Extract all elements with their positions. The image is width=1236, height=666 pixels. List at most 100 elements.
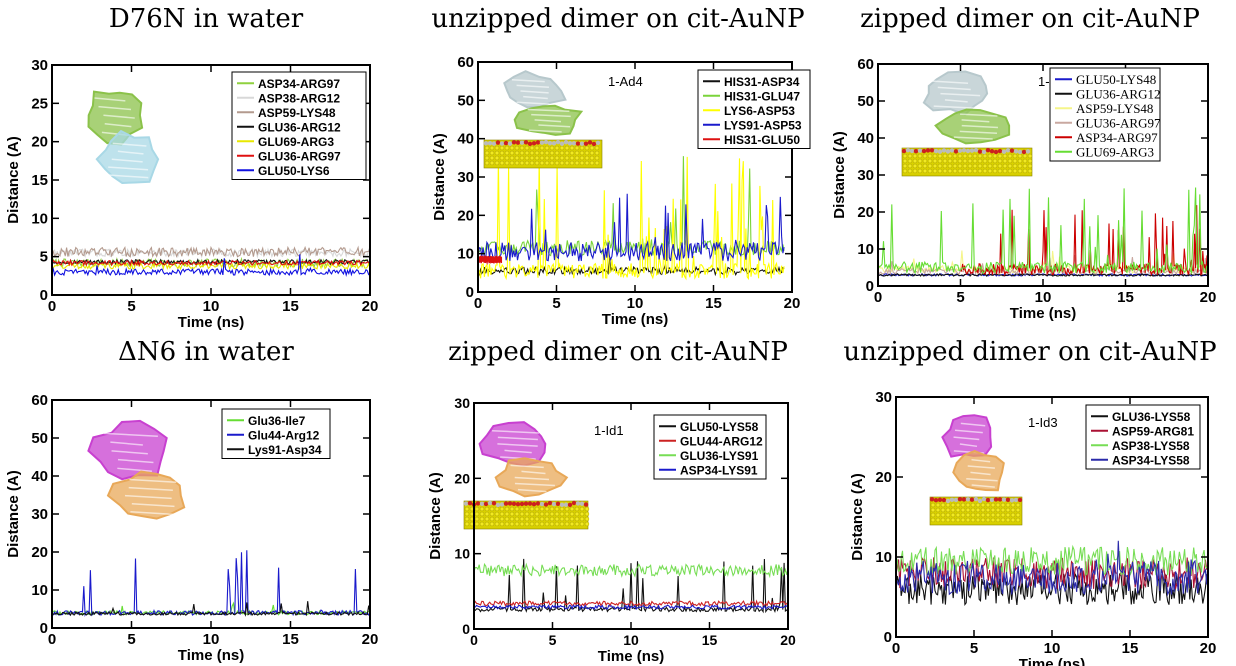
legend-entry: HIS31-GLU50 bbox=[724, 133, 800, 147]
y-tick-label: 30 bbox=[31, 57, 48, 74]
y-tick-label: 10 bbox=[875, 549, 892, 566]
chart-title: zipped dimer on cit-AuNP bbox=[860, 4, 1200, 34]
legend-entry: GLU44-ARG12 bbox=[680, 434, 763, 448]
x-axis-label: Time (ns) bbox=[1010, 305, 1076, 322]
series-line-5 bbox=[960, 205, 1208, 277]
y-tick-label: 10 bbox=[857, 241, 874, 258]
y-tick-label: 0 bbox=[462, 621, 470, 637]
series-group bbox=[878, 187, 1208, 277]
legend-entry: ASP38-ARG12 bbox=[258, 91, 340, 105]
series-line-4 bbox=[474, 603, 788, 611]
x-tick-label: 5 bbox=[127, 631, 135, 648]
y-tick-label: 0 bbox=[466, 284, 474, 301]
y-tick-label: 30 bbox=[457, 169, 474, 186]
y-axis-label: Distance (A) bbox=[5, 470, 22, 558]
x-tick-label: 20 bbox=[784, 295, 801, 312]
protein-structure-inset bbox=[929, 414, 1023, 526]
x-axis-label: Time (ns) bbox=[178, 314, 244, 331]
x-tick-label: 15 bbox=[282, 298, 299, 315]
y-axis-label: Distance (A) bbox=[849, 473, 866, 561]
y-tick-label: 30 bbox=[857, 167, 874, 184]
legend-entry: HIS31-ASP34 bbox=[724, 75, 800, 89]
x-axis-label: Time (ns) bbox=[178, 647, 244, 664]
y-tick-label: 40 bbox=[457, 131, 474, 148]
protein-structure-inset bbox=[87, 90, 160, 185]
chart-svg: 1-Id3 0 5 10 15 20 0 10 20 30 Time (ns) Distance (A… bbox=[849, 389, 1217, 666]
protein-structure-inset bbox=[483, 70, 603, 169]
chart-svg: 1-Ad4 0 5 10 15 20 0 10 20 30 40 50 60 Time (ns) Dista… bbox=[431, 54, 811, 328]
legend-entry: Glu44-Arg12 bbox=[248, 428, 320, 442]
legend-entry: HIS31-GLU47 bbox=[724, 89, 800, 103]
legend: GLU36-LYS58ASP59-ARG81ASP38-LYS58ASP34-L… bbox=[1085, 404, 1201, 470]
legend-entry: ASP59-LYS48 bbox=[258, 106, 336, 120]
legend: HIS31-ASP34HIS31-GLU47LYS6-ASP53LYS91-AS… bbox=[697, 69, 811, 149]
y-tick-label: 10 bbox=[31, 210, 48, 227]
y-axis-label: Distance (A) bbox=[5, 136, 22, 224]
x-tick-label: 15 bbox=[1122, 640, 1139, 657]
x-tick-label: 0 bbox=[874, 289, 882, 306]
legend-entry: LYS91-ASP53 bbox=[724, 118, 802, 132]
legend-entry: LYS6-ASP53 bbox=[724, 104, 795, 118]
series-line-3 bbox=[52, 245, 370, 259]
x-tick-label: 15 bbox=[1117, 289, 1134, 306]
inset-label: 1-Id3 bbox=[1028, 415, 1058, 430]
y-tick-label: 40 bbox=[857, 130, 874, 147]
legend-entry: GLU50-LYS58 bbox=[680, 420, 759, 434]
legend-entry: GLU36-ARG97 bbox=[258, 149, 341, 163]
x-tick-label: 0 bbox=[892, 640, 900, 657]
x-tick-label: 10 bbox=[1044, 640, 1061, 657]
legend-entry: GLU69-ARG3 bbox=[258, 135, 334, 149]
legend-entry: ASP59-ARG81 bbox=[1112, 424, 1194, 438]
series-line-4 bbox=[478, 193, 785, 263]
series-group bbox=[52, 245, 370, 277]
y-tick-label: 0 bbox=[40, 287, 48, 304]
x-tick-label: 0 bbox=[48, 298, 56, 315]
legend-entry: GLU36-LYS58 bbox=[1112, 410, 1191, 424]
y-axis-label: Distance (A) bbox=[427, 472, 444, 560]
series-line-3 bbox=[52, 601, 370, 617]
y-tick-label: 10 bbox=[457, 246, 474, 263]
series-group bbox=[474, 558, 788, 614]
x-tick-label: 20 bbox=[780, 632, 796, 648]
series-line-1 bbox=[896, 572, 1208, 607]
chart-panel-3: zipped dimer on cit-AuNP 1-Ad10510152001… bbox=[824, 0, 1236, 333]
chart-title: zipped dimer on cit-AuNP bbox=[448, 337, 788, 367]
legend-entry: ASP38-LYS58 bbox=[1112, 439, 1190, 453]
y-tick-label: 5 bbox=[40, 249, 48, 266]
protein-structure-inset bbox=[87, 419, 186, 520]
chart-panel-5: zipped dimer on cit-AuNP 1-Id1 0 5 10 15 20 0 1… bbox=[412, 333, 824, 666]
y-tick-label: 20 bbox=[457, 207, 474, 224]
inset-label: 1-Id1 bbox=[594, 423, 624, 438]
y-tick-label: 60 bbox=[31, 392, 48, 409]
chart-svg: 0 5 10 15 20 0 5 10 15 20 25 30 Time (ns) Distance (A… bbox=[5, 57, 379, 331]
y-tick-label: 25 bbox=[31, 95, 48, 112]
series-line-2 bbox=[52, 550, 370, 618]
x-tick-label: 20 bbox=[1200, 640, 1217, 657]
legend-entry: GLU36-ARG12 bbox=[1076, 86, 1161, 101]
chart-panel-4: ΔN6 in water 0 5 10 15 20 0 10 20 30 40 50 60 Time (… bbox=[0, 333, 412, 666]
legend-entry: GLU36-LYS91 bbox=[680, 449, 759, 463]
x-tick-label: 5 bbox=[549, 632, 557, 648]
chart-title: unzipped dimer on cit-AuNP bbox=[843, 337, 1217, 367]
x-axis-label: Time (ns) bbox=[602, 311, 668, 328]
x-tick-label: 10 bbox=[1035, 289, 1052, 306]
y-tick-label: 20 bbox=[875, 469, 892, 486]
x-tick-label: 5 bbox=[127, 298, 135, 315]
x-axis-label: Time (ns) bbox=[1019, 656, 1085, 666]
x-tick-label: 20 bbox=[1200, 289, 1217, 306]
y-tick-label: 0 bbox=[40, 620, 48, 637]
chart-title: unzipped dimer on cit-AuNP bbox=[431, 4, 805, 34]
series-line-4 bbox=[878, 255, 1208, 276]
x-tick-label: 10 bbox=[623, 632, 639, 648]
series-line-6 bbox=[52, 258, 370, 267]
series-line-3 bbox=[474, 562, 788, 579]
x-tick-label: 5 bbox=[552, 295, 560, 312]
protein-structure-inset bbox=[463, 421, 590, 530]
x-tick-label: 20 bbox=[362, 298, 379, 315]
y-axis-label: Distance (A) bbox=[831, 131, 848, 219]
y-tick-label: 0 bbox=[866, 278, 874, 295]
y-tick-label: 60 bbox=[857, 56, 874, 73]
legend-entry: GLU69-ARG3 bbox=[1076, 144, 1154, 159]
x-tick-label: 5 bbox=[970, 640, 978, 657]
